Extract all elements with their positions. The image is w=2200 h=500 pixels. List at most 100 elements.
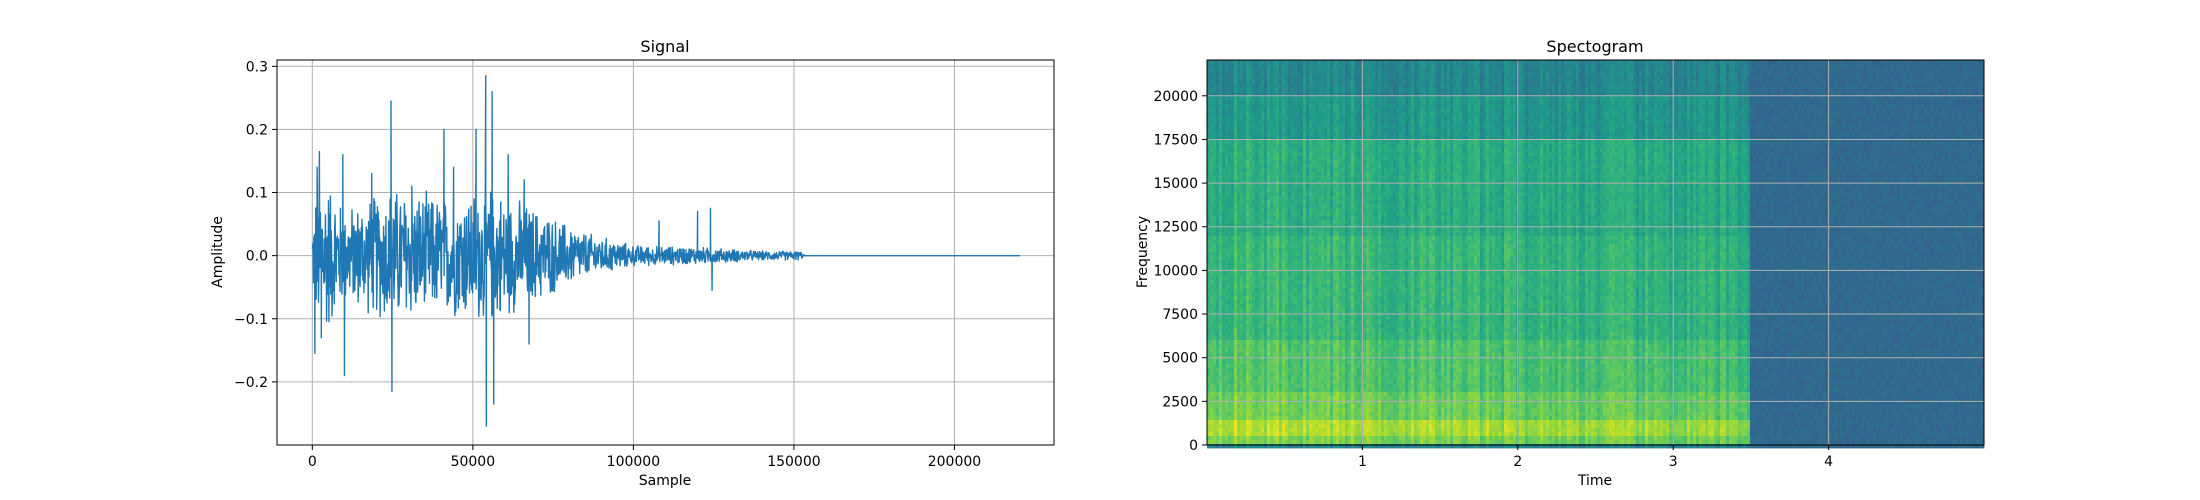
spectrogram-cell	[1252, 180, 1256, 185]
spectrogram-cell	[1291, 364, 1295, 369]
spectrogram-cell	[1294, 156, 1298, 161]
spectrogram-cell	[1234, 152, 1238, 157]
spectrogram-cell	[1273, 396, 1277, 401]
spectrogram-cell	[1294, 292, 1298, 297]
spectrogram-cell	[1294, 440, 1298, 445]
spectrogram-cell	[1273, 404, 1277, 409]
spectrogram-cell	[1297, 320, 1301, 325]
spectrogram-cell	[1309, 288, 1313, 293]
spectrogram-cell	[1213, 304, 1217, 309]
spectrogram-cell	[1300, 120, 1304, 125]
spectrogram-cell	[1279, 428, 1283, 433]
spectrogram-cell	[1219, 408, 1223, 413]
spectrogram-cell	[1342, 388, 1346, 393]
spectrogram-cell	[1228, 332, 1232, 337]
spectrogram-cell	[1345, 296, 1349, 301]
spectrogram-cell	[1327, 272, 1331, 277]
spectrogram-cell	[1225, 144, 1229, 149]
spectrogram-cell	[1303, 84, 1307, 89]
spectrogram-cell	[1255, 80, 1259, 85]
spectrogram-cell	[1330, 296, 1334, 301]
spectrogram-cell	[1273, 328, 1277, 333]
spectrogram-cell	[1309, 240, 1313, 245]
spectrogram-cell	[1213, 180, 1217, 185]
spectrogram-cell	[1249, 208, 1253, 213]
spectrogram-cell	[1354, 352, 1358, 357]
spectrogram-cell	[1330, 376, 1334, 381]
spectrogram-cell	[1324, 408, 1328, 413]
spectrogram-cell	[1270, 264, 1274, 269]
spectrogram-cell	[1339, 360, 1343, 365]
spectrogram-cell	[1327, 336, 1331, 341]
spectrogram-cell	[1348, 300, 1352, 305]
spectrogram-cell	[1279, 232, 1283, 237]
spectrogram-cell	[1327, 292, 1331, 297]
spectrogram-cell	[1216, 364, 1220, 369]
spectrogram-cell	[1312, 292, 1316, 297]
spectrogram-cell	[1252, 156, 1256, 161]
spectrogram-cell	[1255, 364, 1259, 369]
spectrogram-cell	[1252, 140, 1256, 145]
spectrogram-cell	[1219, 440, 1223, 445]
spectrogram-cell	[1351, 84, 1355, 89]
spectrogram-cell	[1273, 244, 1277, 249]
spectrogram-cell	[1279, 76, 1283, 81]
spectrogram-cell	[1354, 120, 1358, 125]
spectrogram-cell	[1267, 324, 1271, 329]
spectrogram-cell	[1216, 252, 1220, 257]
spectrogram-cell	[1261, 408, 1265, 413]
spectrogram-cell	[1243, 92, 1247, 97]
spectrogram-cell	[1261, 340, 1265, 345]
spectrogram-cell	[1303, 100, 1307, 105]
spectrogram-cell	[1237, 200, 1241, 205]
spectrogram-cell	[1291, 152, 1295, 157]
spectrogram-cell	[1249, 392, 1253, 397]
spectrogram-cell	[1252, 392, 1256, 397]
spectrogram-cell	[1228, 76, 1232, 81]
spectrogram-cell	[1216, 360, 1220, 365]
spectrogram-cell	[1339, 80, 1343, 85]
spectrogram-cell	[1333, 204, 1337, 209]
spectrogram-cell	[1261, 88, 1265, 93]
spectrogram-cell	[1327, 304, 1331, 309]
spectrogram-cell	[1267, 144, 1271, 149]
spectrogram-cell	[1318, 356, 1322, 361]
spectrogram-cell	[1345, 208, 1349, 213]
spectrogram-cell	[1225, 176, 1229, 181]
spectrogram-cell	[1342, 308, 1346, 313]
spectrogram-cell	[1279, 404, 1283, 409]
spectrogram-cell	[1285, 120, 1289, 125]
spectrogram-cell	[1300, 208, 1304, 213]
spectrogram-cell	[1327, 432, 1331, 437]
spectrogram-cell	[1273, 80, 1277, 85]
spectrogram-cell	[1240, 164, 1244, 169]
spectrogram-cell	[1237, 348, 1241, 353]
spectrogram-cell	[1327, 376, 1331, 381]
spectrogram-cell	[1270, 396, 1274, 401]
spectrogram-cell	[1264, 216, 1268, 221]
spectrogram-cell	[1219, 396, 1223, 401]
spectrogram-cell	[1285, 316, 1289, 321]
spectrogram-cell	[1210, 224, 1214, 229]
spectrogram-cell	[1255, 348, 1259, 353]
spectrogram-cell	[1318, 212, 1322, 217]
spectrogram-cell	[1357, 64, 1361, 69]
spectrogram-cell	[1237, 440, 1241, 445]
spectrogram-cell	[1276, 272, 1280, 277]
spectrogram-cell	[1234, 340, 1238, 345]
spectrogram-cell	[1351, 248, 1355, 253]
spectrogram-cell	[1228, 388, 1232, 393]
spectrogram-cell	[1261, 236, 1265, 241]
spectrogram-cell	[1237, 412, 1241, 417]
spectrogram-cell	[1327, 344, 1331, 349]
spectrogram-cell	[1348, 368, 1352, 373]
spectrogram-cell	[1318, 208, 1322, 213]
spectrogram-cell	[1288, 100, 1292, 105]
spectrogram-cell	[1354, 164, 1358, 169]
spectrogram-cell	[1321, 368, 1325, 373]
spectrogram-cell	[1219, 104, 1223, 109]
spectrogram-cell	[1309, 168, 1313, 173]
spectrogram-cell	[1255, 280, 1259, 285]
spectrogram-cell	[1207, 384, 1211, 389]
spectrogram-cell	[1261, 212, 1265, 217]
